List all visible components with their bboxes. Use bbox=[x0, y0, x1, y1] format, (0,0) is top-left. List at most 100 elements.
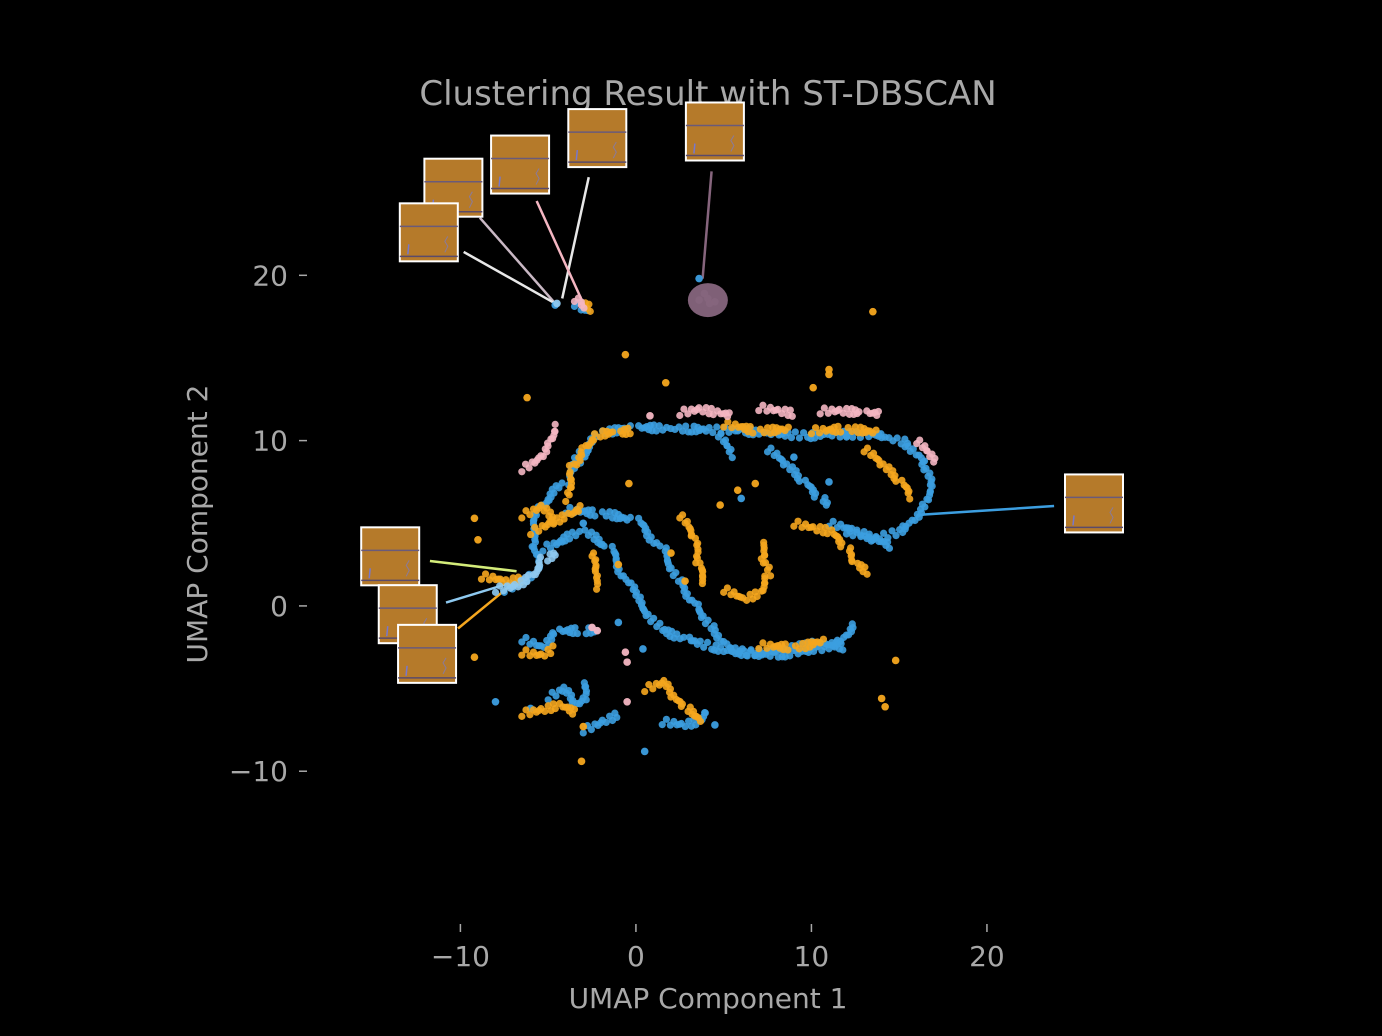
cluster-pink-point bbox=[593, 626, 602, 635]
cluster-blue-point bbox=[531, 538, 539, 546]
cluster-blue-point bbox=[909, 445, 917, 453]
cluster-blue-point bbox=[711, 626, 719, 634]
cluster-orange-point bbox=[809, 383, 817, 392]
cluster-orange-point bbox=[678, 700, 687, 708]
cluster-blue-point bbox=[558, 479, 566, 487]
cluster-orange-point bbox=[550, 519, 558, 527]
cluster-blue-point bbox=[795, 477, 803, 485]
cluster-blue-point bbox=[728, 454, 736, 462]
cluster-orange-point bbox=[861, 563, 869, 571]
cluster-orange-point bbox=[694, 539, 702, 547]
cluster-blue-point bbox=[711, 721, 719, 729]
cluster-orange-point bbox=[562, 497, 570, 506]
cluster-orange-point bbox=[733, 486, 742, 495]
cluster-mauve-point bbox=[711, 297, 719, 306]
cluster-orange-point bbox=[692, 552, 701, 560]
thumbnail-left-1-line bbox=[429, 559, 517, 573]
thumbnail-figure bbox=[575, 150, 579, 161]
cluster-orange-point bbox=[570, 705, 579, 713]
cluster-orange-point bbox=[811, 424, 820, 432]
cluster-blue-point bbox=[743, 652, 751, 660]
thumbnail-mark bbox=[535, 168, 540, 185]
cluster-blue-point bbox=[567, 691, 576, 699]
cluster-orange-point bbox=[821, 523, 830, 532]
cluster-lightblue-point bbox=[551, 551, 559, 559]
cluster-orange-point bbox=[518, 651, 526, 659]
cluster-orange-point bbox=[723, 584, 732, 592]
cluster-blue-point bbox=[571, 624, 579, 632]
cluster-blue-point bbox=[626, 513, 634, 521]
cluster-orange-point bbox=[763, 566, 772, 574]
cluster-orange-point bbox=[565, 491, 573, 499]
cluster-pink-point bbox=[759, 401, 767, 409]
cluster-orange-point bbox=[698, 576, 707, 584]
cluster-blue-point bbox=[892, 532, 900, 540]
cluster-lightblue bbox=[491, 299, 561, 596]
cluster-lightblue-point bbox=[523, 578, 531, 586]
cluster-orange-point bbox=[766, 572, 775, 580]
cluster-orange-point bbox=[851, 423, 859, 431]
thumbnail-mark bbox=[730, 135, 735, 152]
cluster-orange-point bbox=[560, 515, 568, 523]
cluster-blue-point bbox=[681, 584, 689, 592]
cluster-orange-point bbox=[574, 507, 582, 515]
cluster-orange-point bbox=[549, 642, 557, 650]
cluster-orange-point bbox=[755, 644, 763, 653]
thumbnail-mark bbox=[612, 141, 617, 159]
cluster-orange-point bbox=[716, 501, 724, 509]
cluster-blue-point bbox=[582, 696, 590, 704]
cluster-pink-point bbox=[707, 404, 715, 413]
cluster-orange-point bbox=[847, 550, 856, 558]
cluster-blue-point bbox=[926, 469, 934, 477]
cluster-blue-point bbox=[703, 638, 712, 647]
cluster-blue-point bbox=[696, 637, 704, 645]
cluster-lightblue-point bbox=[491, 588, 500, 596]
cluster-orange-point bbox=[541, 652, 549, 660]
cluster-blue-point bbox=[491, 697, 500, 706]
thumbnail-mark bbox=[468, 191, 473, 208]
cluster-orange-point bbox=[743, 596, 751, 604]
cluster-pink-point bbox=[916, 436, 924, 444]
thumbnail-figure bbox=[498, 176, 501, 187]
cluster-blue-point bbox=[582, 690, 590, 698]
cluster-orange-point bbox=[751, 479, 760, 488]
cluster-orange-point bbox=[527, 530, 535, 539]
thumbnail-top-4 bbox=[398, 202, 459, 263]
cluster-orange-point bbox=[678, 511, 687, 519]
cluster-orange-point bbox=[614, 560, 623, 569]
cluster-orange bbox=[470, 299, 914, 766]
cluster-orange-point bbox=[641, 687, 649, 696]
cluster-pink-point bbox=[786, 406, 794, 414]
cluster-blue-point bbox=[681, 722, 689, 731]
cluster-blue-point bbox=[913, 510, 921, 518]
cluster-orange-point bbox=[592, 556, 600, 564]
cluster-pink-point bbox=[623, 697, 631, 706]
cluster-orange-point bbox=[746, 422, 754, 431]
cluster-blue-point bbox=[903, 439, 912, 447]
cluster-blue-point bbox=[580, 679, 588, 687]
annotation-lines bbox=[429, 171, 1055, 630]
thumbnail-left-3 bbox=[397, 623, 458, 684]
cluster-pink-point bbox=[725, 409, 733, 417]
cluster-pink-point bbox=[676, 411, 684, 420]
cluster-pink-point bbox=[544, 442, 552, 450]
cluster-orange-point bbox=[547, 649, 555, 658]
thumbnail-left-1 bbox=[360, 526, 421, 587]
cluster-orange-point bbox=[905, 487, 913, 495]
cluster-orange-point bbox=[593, 585, 601, 593]
thumbnail-figure bbox=[368, 568, 371, 579]
cluster-orange-point bbox=[481, 570, 490, 578]
y-tick-label: −10 bbox=[229, 755, 288, 788]
cluster-orange-point bbox=[795, 645, 803, 653]
cluster-orange-point bbox=[784, 646, 792, 654]
cluster-blue-point bbox=[656, 619, 664, 627]
cluster-mauve-point bbox=[695, 296, 703, 304]
cluster-pink-point bbox=[551, 427, 559, 436]
cluster-blue-point bbox=[548, 635, 556, 644]
x-tick-label: 20 bbox=[969, 940, 1005, 973]
cluster-blue-point bbox=[602, 718, 610, 727]
y-tick-label: 0 bbox=[270, 590, 288, 623]
thumbnail-mark bbox=[442, 657, 447, 675]
cluster-blue-point bbox=[566, 503, 574, 512]
cluster-orange-point bbox=[589, 549, 598, 557]
